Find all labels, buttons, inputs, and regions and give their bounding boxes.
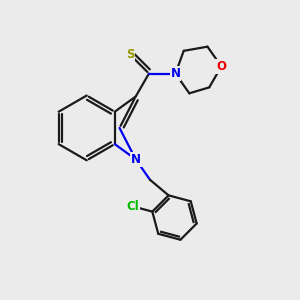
Text: Cl: Cl (126, 200, 139, 213)
Text: S: S (126, 48, 134, 61)
Text: N: N (170, 67, 181, 80)
Text: O: O (216, 60, 226, 73)
Text: N: N (131, 153, 141, 166)
